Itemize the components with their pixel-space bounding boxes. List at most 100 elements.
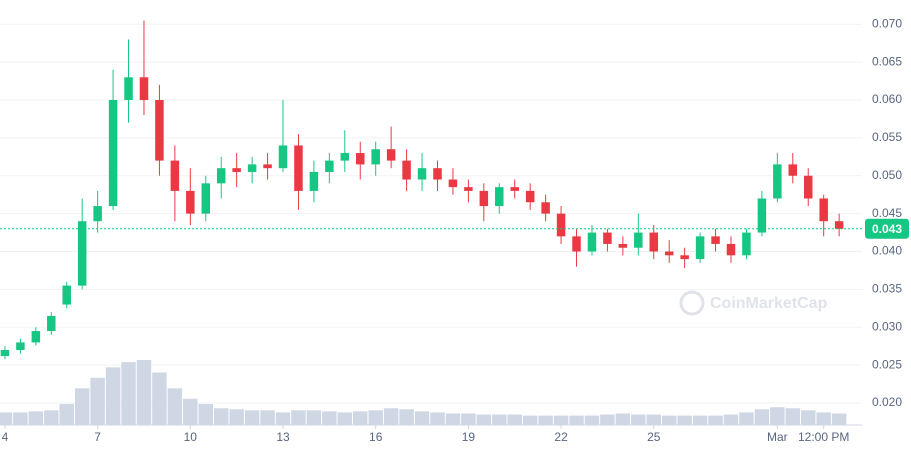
- candle-body: [16, 342, 25, 350]
- volume-bar: [260, 410, 275, 425]
- volume-bar: [213, 408, 229, 425]
- volume-bar: [816, 412, 831, 425]
- volume-bar: [600, 414, 615, 425]
- volume-bar: [337, 412, 353, 425]
- volume-bar: [414, 411, 430, 425]
- candle-body: [433, 168, 442, 180]
- candle-body: [711, 236, 720, 244]
- candle-body: [371, 149, 380, 165]
- candle-body: [556, 213, 566, 237]
- volume-bar: [801, 410, 816, 425]
- volume-bar: [677, 415, 692, 425]
- candle-body: [139, 77, 149, 100]
- y-tick-label: 0.020: [872, 395, 902, 409]
- y-tick-label: 0.055: [872, 130, 902, 144]
- volume-bar: [692, 415, 708, 425]
- volume-bar: [646, 414, 661, 425]
- y-tick-label: 0.030: [872, 319, 902, 333]
- candle-body: [417, 168, 427, 180]
- candle-body: [603, 232, 612, 244]
- candle-body: [819, 198, 828, 222]
- candle-body: [170, 160, 180, 191]
- volume-bar: [198, 404, 213, 425]
- candle-body: [695, 236, 705, 260]
- candle-body: [186, 190, 195, 214]
- candle-body: [664, 251, 674, 256]
- candle-body: [788, 164, 798, 176]
- volume-bar: [275, 412, 291, 425]
- candle-body: [634, 232, 643, 248]
- volume-bar: [90, 377, 105, 425]
- candle-body: [355, 153, 365, 165]
- volume-bar: [229, 409, 244, 425]
- candle-body: [479, 190, 489, 207]
- volume-bar: [631, 414, 646, 425]
- candle-body: [495, 187, 504, 207]
- x-tick-label: 19: [462, 430, 476, 444]
- volume-bar: [44, 410, 59, 425]
- volume-bar: [553, 415, 569, 425]
- candle-body: [232, 168, 241, 172]
- volume-bar: [105, 367, 121, 425]
- candle-body: [618, 243, 628, 248]
- volume-bar: [522, 415, 538, 425]
- candle-body: [587, 232, 597, 252]
- volume-bar: [183, 398, 198, 425]
- candle-body: [108, 100, 118, 207]
- candle-body: [325, 160, 334, 172]
- x-tick-label: 13: [276, 430, 290, 444]
- volume-bar: [244, 410, 260, 425]
- x-tick-label: 16: [369, 430, 383, 444]
- candle-body: [278, 145, 288, 169]
- candle-body: [834, 221, 844, 229]
- volume-bar: [708, 415, 723, 425]
- x-tick-label: 10: [184, 430, 198, 444]
- volume-bar: [831, 413, 847, 425]
- x-tick-label: Mar: [767, 430, 788, 444]
- volume-bar: [74, 388, 90, 425]
- volume-bar: [538, 415, 553, 425]
- candle-body: [773, 164, 782, 199]
- watermark: CoinMarketCap: [679, 290, 828, 316]
- candle-body: [216, 168, 226, 184]
- volume-bar: [167, 388, 183, 425]
- current-price-badge: [865, 218, 909, 239]
- candle-body: [294, 145, 303, 191]
- y-tick-label: 0.060: [872, 92, 902, 106]
- volume-bar: [322, 411, 337, 425]
- candle-body: [340, 153, 350, 161]
- y-tick-label: 0.070: [872, 16, 902, 30]
- y-tick-label: 0.045: [872, 206, 902, 220]
- y-tick-label: 0.035: [872, 282, 902, 296]
- candle-body: [742, 232, 751, 256]
- volume-bar: [368, 410, 383, 425]
- volume-bar: [754, 409, 770, 425]
- y-tick-label: 0.040: [872, 244, 902, 258]
- y-tick-label: 0.025: [872, 357, 902, 371]
- x-tick-label: 7: [94, 430, 101, 444]
- plot: [0, 20, 862, 429]
- candle-body: [726, 243, 736, 256]
- volume-bar: [28, 411, 44, 425]
- volume-bar: [785, 408, 801, 425]
- candle-body: [402, 160, 411, 180]
- watermark-logo: [679, 290, 705, 316]
- volume-bar: [476, 414, 492, 425]
- candle-body: [263, 164, 272, 169]
- volume-bar: [353, 411, 368, 425]
- candle-body: [155, 100, 164, 161]
- volume-bar: [569, 415, 584, 425]
- candle-body: [93, 206, 102, 222]
- y-tick-label: 0.065: [872, 54, 902, 68]
- candle-body: [649, 232, 659, 252]
- volume-bar: [461, 413, 476, 425]
- volume-bar: [399, 409, 414, 425]
- volume-bar: [492, 414, 507, 425]
- candle-body: [464, 187, 473, 191]
- candle-body: [124, 77, 133, 100]
- volume-bar: [723, 414, 739, 425]
- x-tick-label: 25: [647, 430, 661, 444]
- candle-body: [510, 187, 519, 191]
- volume-bar: [152, 372, 167, 425]
